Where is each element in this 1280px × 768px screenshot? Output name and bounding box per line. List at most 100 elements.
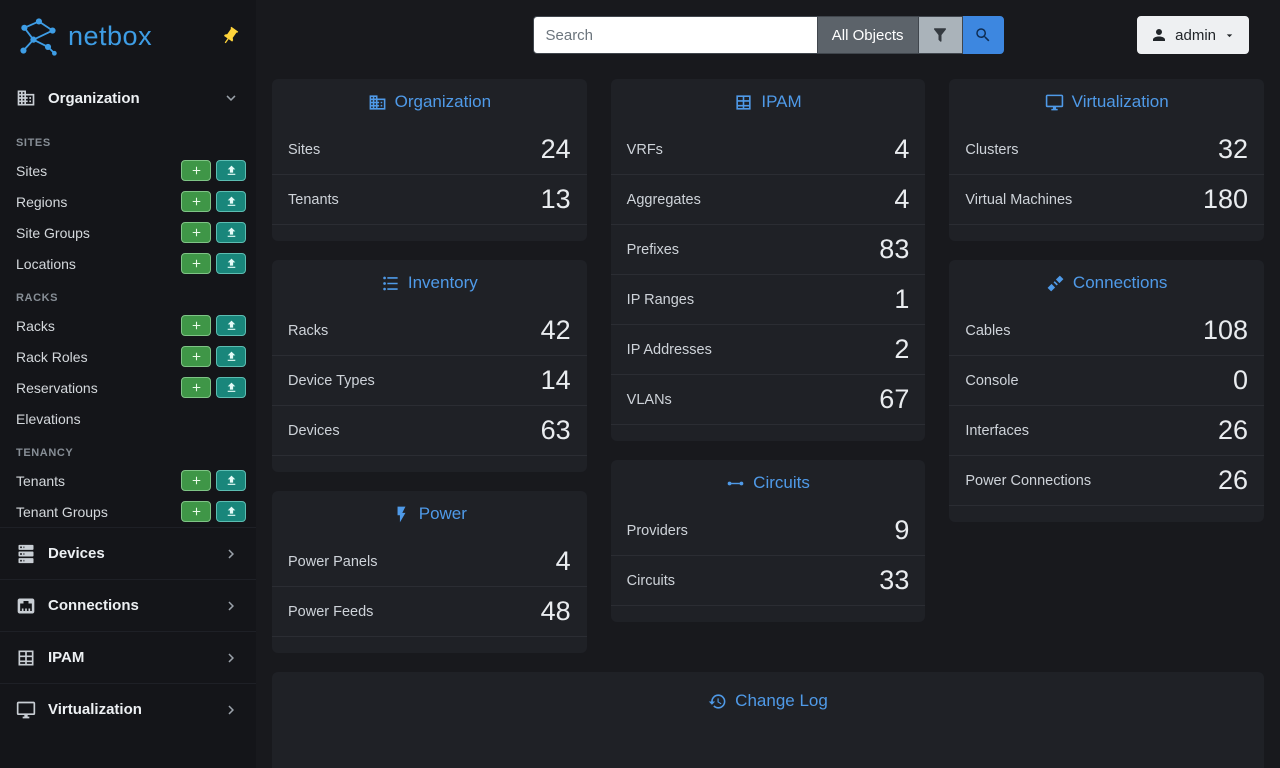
sidebar-item[interactable]: Tenant Groups bbox=[0, 496, 256, 527]
stats-card: Power Power Panels 4 Power Feeds 48 bbox=[272, 491, 587, 653]
card-title-link[interactable]: Power bbox=[418, 504, 467, 523]
stat-value[interactable]: 48 bbox=[540, 596, 571, 626]
stat-row: Power Connections 26 bbox=[949, 456, 1265, 506]
stat-label[interactable]: Power Feeds bbox=[288, 603, 374, 620]
add-button[interactable] bbox=[181, 222, 211, 243]
stat-label[interactable]: Console bbox=[965, 372, 1019, 389]
add-button[interactable] bbox=[181, 377, 211, 398]
stat-value[interactable]: 2 bbox=[894, 334, 910, 364]
netbox-logo[interactable]: netbox bbox=[16, 16, 152, 56]
sidebar-section-connections[interactable]: Connections bbox=[0, 579, 256, 631]
stat-value[interactable]: 83 bbox=[879, 234, 910, 264]
stat-value[interactable]: 26 bbox=[1217, 415, 1249, 445]
stat-label[interactable]: Sites bbox=[288, 141, 321, 158]
plus-icon bbox=[190, 195, 203, 208]
add-button[interactable] bbox=[181, 346, 211, 367]
stat-value[interactable]: 4 bbox=[555, 546, 571, 576]
stat-value[interactable]: 32 bbox=[1217, 134, 1249, 164]
stat-label[interactable]: Clusters bbox=[965, 141, 1019, 158]
card-title-link[interactable]: Inventory bbox=[407, 273, 478, 292]
import-button[interactable] bbox=[216, 253, 246, 274]
stat-label[interactable]: Virtual Machines bbox=[965, 191, 1073, 208]
stat-value[interactable]: 0 bbox=[1232, 365, 1249, 395]
stat-label[interactable]: Aggregates bbox=[626, 191, 701, 208]
sidebar-section-devices[interactable]: Devices bbox=[0, 527, 256, 579]
stat-label[interactable]: VRFs bbox=[626, 141, 663, 158]
sidebar-item[interactable]: Sites bbox=[0, 155, 256, 186]
stat-value[interactable]: 4 bbox=[894, 184, 910, 214]
stat-value[interactable]: 26 bbox=[1217, 465, 1249, 495]
stat-value[interactable]: 42 bbox=[540, 315, 571, 345]
stat-label[interactable]: Devices bbox=[288, 422, 340, 439]
sidebar-section-virtualization[interactable]: Virtualization bbox=[0, 683, 256, 735]
stat-value[interactable]: 180 bbox=[1202, 184, 1249, 214]
stat-label[interactable]: Prefixes bbox=[626, 241, 680, 258]
sidebar-item[interactable]: Elevations bbox=[0, 403, 256, 434]
search-input[interactable] bbox=[532, 16, 818, 54]
import-button[interactable] bbox=[216, 346, 246, 367]
card-title-link[interactable]: IPAM bbox=[761, 92, 802, 111]
import-button[interactable] bbox=[216, 377, 246, 398]
stat-value[interactable]: 4 bbox=[894, 134, 910, 164]
stat-label[interactable]: Device Types bbox=[288, 372, 375, 389]
stat-label[interactable]: VLANs bbox=[626, 391, 672, 408]
stat-label[interactable]: Tenants bbox=[288, 191, 339, 208]
card-title-link[interactable]: Virtualization bbox=[1071, 92, 1169, 111]
add-button[interactable] bbox=[181, 315, 211, 336]
sidebar-item[interactable]: Rack Roles bbox=[0, 341, 256, 372]
upload-icon bbox=[225, 505, 238, 518]
user-menu-button[interactable]: admin bbox=[1137, 16, 1249, 54]
stat-value[interactable]: 63 bbox=[540, 415, 571, 445]
add-button[interactable] bbox=[181, 470, 211, 491]
stat-value[interactable]: 24 bbox=[540, 134, 571, 164]
add-button[interactable] bbox=[181, 191, 211, 212]
sidebar-item[interactable]: Racks bbox=[0, 310, 256, 341]
stat-value[interactable]: 9 bbox=[894, 515, 910, 545]
sidebar-item-label: Tenant Groups bbox=[16, 503, 108, 520]
import-button[interactable] bbox=[216, 501, 246, 522]
add-button[interactable] bbox=[181, 501, 211, 522]
sidebar-item[interactable]: Tenants bbox=[0, 465, 256, 496]
stat-value[interactable]: 33 bbox=[879, 565, 910, 595]
stat-label[interactable]: Interfaces bbox=[965, 422, 1030, 439]
stat-value[interactable]: 14 bbox=[540, 365, 571, 395]
sidebar-section-organization[interactable]: Organization bbox=[0, 72, 256, 124]
card-title-link[interactable]: Connections bbox=[1072, 273, 1168, 292]
stat-value[interactable]: 108 bbox=[1202, 315, 1249, 345]
stat-value[interactable]: 13 bbox=[540, 184, 571, 214]
stat-row: Clusters 32 bbox=[949, 125, 1265, 175]
stat-value[interactable]: 1 bbox=[894, 284, 910, 314]
stat-label[interactable]: Power Panels bbox=[288, 553, 378, 570]
stats-card: Organization Sites 24 Tenants 13 bbox=[272, 79, 587, 241]
stat-label[interactable]: Racks bbox=[288, 322, 329, 339]
sidebar-item[interactable]: Regions bbox=[0, 186, 256, 217]
import-button[interactable] bbox=[216, 160, 246, 181]
stat-label[interactable]: Power Connections bbox=[965, 472, 1092, 489]
sidebar-header: netbox bbox=[0, 0, 256, 72]
card-title-link[interactable]: Organization bbox=[394, 92, 492, 111]
stat-label[interactable]: IP Ranges bbox=[626, 291, 695, 308]
stat-value[interactable]: 67 bbox=[879, 384, 910, 414]
sidebar-section-ipam[interactable]: IPAM bbox=[0, 631, 256, 683]
stat-label[interactable]: Circuits bbox=[626, 572, 676, 589]
sidebar-item[interactable]: Locations bbox=[0, 248, 256, 279]
stat-label[interactable]: Providers bbox=[626, 522, 688, 539]
search-scope-button[interactable]: All Objects bbox=[817, 16, 919, 54]
stat-label[interactable]: Cables bbox=[965, 322, 1011, 339]
pin-sidebar-icon[interactable] bbox=[216, 22, 244, 50]
import-button[interactable] bbox=[216, 191, 246, 212]
stat-label[interactable]: IP Addresses bbox=[626, 341, 712, 358]
search-button[interactable] bbox=[962, 16, 1004, 54]
import-button[interactable] bbox=[216, 315, 246, 336]
changelog-title-link[interactable]: Change Log bbox=[735, 691, 828, 710]
sidebar-item[interactable]: Reservations bbox=[0, 372, 256, 403]
import-button[interactable] bbox=[216, 222, 246, 243]
sidebar-item[interactable]: Site Groups bbox=[0, 217, 256, 248]
add-button[interactable] bbox=[181, 253, 211, 274]
import-button[interactable] bbox=[216, 470, 246, 491]
card-title-link[interactable]: Circuits bbox=[753, 473, 810, 492]
filter-button[interactable] bbox=[918, 16, 963, 54]
sidebar-section-label: Devices bbox=[48, 545, 105, 562]
organization-menu: SITES Sites Regions Site Groups Location… bbox=[0, 124, 256, 527]
add-button[interactable] bbox=[181, 160, 211, 181]
